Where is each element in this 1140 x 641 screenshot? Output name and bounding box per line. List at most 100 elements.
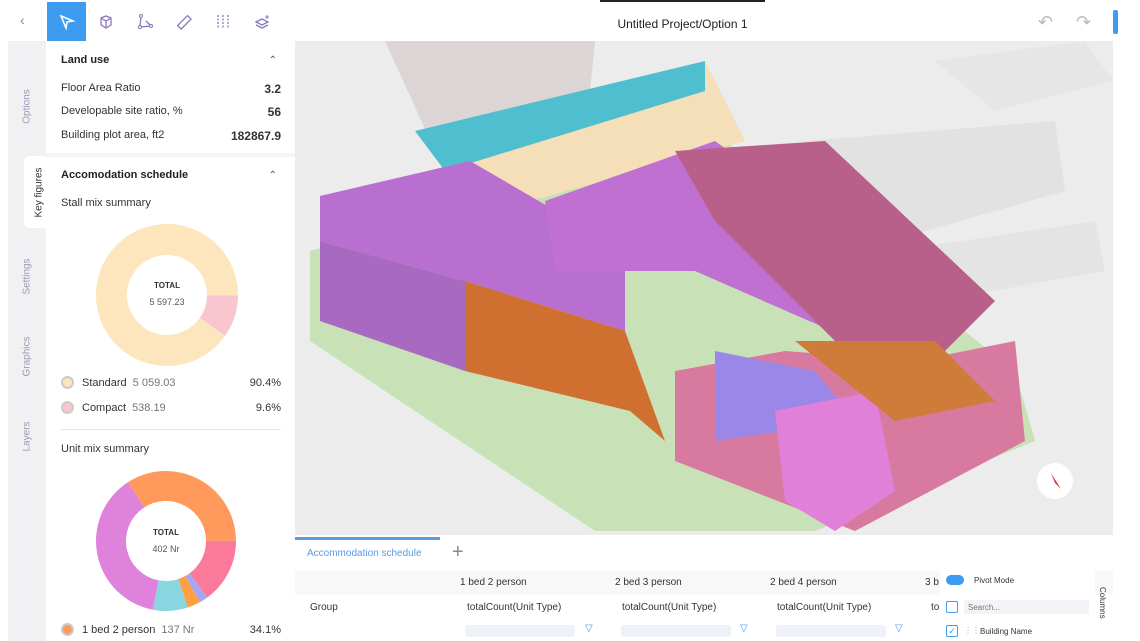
rail-tab-label: Layers — [21, 420, 33, 452]
building-block — [320, 241, 465, 371]
building-name-checkbox[interactable]: ✓ — [946, 625, 958, 637]
rail-tab-graphics[interactable]: Graphics — [8, 321, 46, 391]
table-cell: to — [931, 602, 940, 613]
drag-handle-icon[interactable]: ⋮⋮ — [964, 626, 980, 635]
legend-pct: 34.1% — [249, 623, 281, 636]
undo-icon[interactable]: ↶ — [1038, 12, 1054, 32]
legend-swatch — [61, 376, 74, 389]
polyline-icon — [137, 13, 153, 29]
ruler-tool-button[interactable] — [164, 2, 203, 41]
legend-swatch — [61, 623, 74, 636]
filter-icon[interactable]: ▽ — [895, 623, 903, 634]
donut-slice — [96, 224, 238, 366]
filter-icon[interactable]: ▽ — [585, 623, 593, 634]
row-label: Developable site ratio, % — [61, 105, 183, 117]
legend-pct: 9.6% — [255, 401, 281, 414]
rail-tab-label: Settings — [21, 257, 33, 295]
legend-standard: Standard 5 059.03 90.4% — [61, 376, 281, 389]
layers-add-icon — [254, 14, 269, 29]
donut-slice — [185, 573, 208, 603]
building-block — [465, 281, 665, 441]
columns-side-tab[interactable]: Columns — [1098, 587, 1107, 619]
donut-slice — [189, 540, 236, 598]
grid-lines-tool-button[interactable] — [203, 2, 242, 41]
collapse-land-use-icon[interactable]: ⌃ — [268, 55, 277, 66]
filter-input[interactable] — [465, 625, 575, 637]
legend-value: 137 Nr — [161, 623, 195, 636]
table-cell: totalCount(Unit Type) — [777, 602, 872, 613]
3d-viewport[interactable] — [295, 41, 1113, 535]
rail-tab-layers[interactable]: Layers — [8, 401, 46, 471]
layers-add-tool-button[interactable] — [242, 2, 281, 41]
building-block — [675, 141, 995, 361]
filter-icon[interactable]: ▽ — [740, 623, 748, 634]
legend-label: 1 bed 2 person — [82, 623, 156, 636]
stall-total-value: 5 597.23 — [149, 297, 185, 307]
column-header[interactable]: 2 bed 4 person — [770, 577, 837, 588]
row-value: 182867.9 — [230, 129, 281, 143]
column-header[interactable]: 2 bed 3 person — [615, 577, 682, 588]
compass-needle-icon — [1051, 473, 1061, 489]
row-label: Building plot area, ft2 — [61, 129, 165, 141]
donut-slice — [199, 295, 238, 336]
top-toolbar: ‹ Untitled Project/Option 1 ↶ ↷ — [0, 0, 1140, 41]
filter-input[interactable] — [621, 625, 731, 637]
side-panel-handle[interactable] — [1113, 10, 1118, 34]
donut-slice — [127, 471, 236, 541]
collapse-accommodation-icon[interactable]: ⌃ — [268, 170, 277, 181]
pivot-mode-label: Pivot Mode — [974, 576, 1015, 585]
divider — [61, 429, 281, 430]
plot-area-row: Building plot area, ft2 182867.9 — [61, 129, 281, 143]
legend-value: 5 059.03 — [132, 376, 176, 389]
stall-total-label: TOTAL — [154, 281, 180, 290]
redo-icon[interactable]: ↷ — [1076, 12, 1092, 32]
filter-input[interactable] — [776, 625, 886, 637]
collapse-chevron-icon[interactable]: ‹ — [20, 12, 25, 28]
rail-tab-settings[interactable]: Settings — [8, 241, 46, 311]
key-figures-panel: Land use ⌃ Floor Area Ratio 3.2 Developab… — [46, 41, 295, 641]
pivot-mode-toggle[interactable] — [946, 575, 964, 585]
tab-accommodation-schedule[interactable]: Accommodation schedule — [295, 537, 440, 567]
land-use-title: Land use — [61, 54, 110, 66]
row-value: 56 — [267, 105, 281, 119]
box-tool-button[interactable] — [86, 2, 125, 41]
add-tab-icon[interactable]: + — [452, 541, 464, 563]
donut-slice — [96, 482, 159, 610]
select-icon — [59, 14, 76, 31]
unit-mix-donut — [96, 471, 236, 611]
legend-1-bed-2-person: 1 bed 2 person 137 Nr 34.1% — [61, 623, 281, 636]
building-block — [775, 391, 895, 531]
rail-tab-options[interactable]: Options — [8, 71, 46, 141]
row-label: Group — [310, 602, 338, 613]
ruler-icon — [176, 14, 192, 30]
table-cell: totalCount(Unit Type) — [622, 602, 717, 613]
building-name-item: Building Name — [980, 627, 1033, 636]
grid-lines-icon — [216, 14, 229, 29]
building-block — [415, 61, 705, 171]
select-tool-button[interactable] — [47, 2, 86, 41]
divider — [46, 153, 295, 157]
legend-label: Standard — [82, 376, 127, 389]
schedule-table-panel: Accommodation schedule + 1 bed 2 person … — [295, 537, 1113, 641]
donut-slice — [152, 579, 188, 611]
select-all-checkbox[interactable] — [946, 601, 958, 613]
legend-compact: Compact 538.19 9.6% — [61, 401, 281, 414]
column-search-input[interactable] — [964, 600, 1089, 614]
table-cell: totalCount(Unit Type) — [467, 602, 562, 613]
box-icon — [99, 14, 112, 29]
stall-mix-title: Stall mix summary — [61, 197, 151, 209]
column-header[interactable]: 3 b — [925, 577, 939, 588]
unit-total-label: TOTAL — [153, 528, 179, 537]
project-title: Untitled Project/Option 1 — [600, 0, 765, 31]
polyline-tool-button[interactable] — [125, 2, 164, 41]
pivot-panel: Pivot Mode ✓ ⋮⋮ Building Name — [940, 571, 1095, 641]
rail-tab-label: Options — [21, 88, 33, 124]
floor-area-ratio-row: Floor Area Ratio 3.2 — [61, 82, 281, 96]
legend-value: 538.19 — [132, 401, 166, 414]
building-model — [295, 41, 1113, 535]
legend-swatch — [61, 401, 74, 414]
context-building — [935, 41, 1113, 111]
donut-slice — [178, 576, 200, 608]
legend-pct: 90.4% — [249, 376, 281, 389]
column-header[interactable]: 1 bed 2 person — [460, 577, 527, 588]
